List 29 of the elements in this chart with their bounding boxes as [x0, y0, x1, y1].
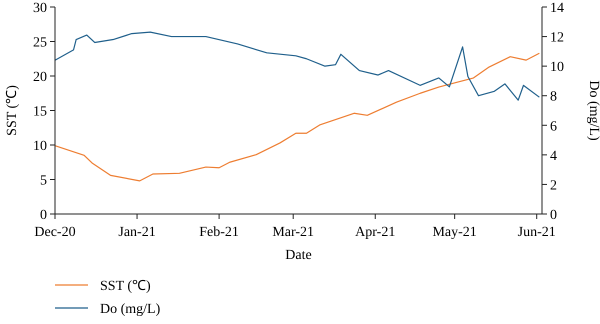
- x-tick-label: Mar-21: [272, 225, 314, 240]
- y-tick-label: 10: [33, 139, 47, 154]
- y2-tick-label: 10: [550, 60, 564, 76]
- legend-label: Do (mg/L): [100, 302, 161, 317]
- line-series: [54, 52, 540, 182]
- x-tick-label: Jun-21: [518, 225, 556, 240]
- y2-tick-label: 2: [550, 178, 557, 194]
- y-tick-label: 15: [33, 104, 47, 120]
- y-tick-label: 25: [33, 36, 47, 50]
- y-axis-title: SST (℃): [5, 84, 20, 136]
- y-tick-label: 30: [33, 1, 47, 16]
- y2-tick-label: 8: [550, 90, 557, 105]
- legend-label: SST (℃): [100, 279, 152, 294]
- x-tick-label: Apr-21: [355, 225, 396, 240]
- x-tick-label: Dec-20: [34, 225, 76, 240]
- line-series: [54, 32, 540, 101]
- y-tick-label: 5: [40, 174, 47, 188]
- x-tick-label: Feb-21: [199, 225, 239, 240]
- y2-tick-label: 0: [550, 208, 557, 223]
- x-axis-title: Date: [285, 248, 312, 263]
- y2-axis-title: Do (mg/L): [586, 80, 600, 141]
- y2-tick-label: 14: [550, 1, 564, 16]
- x-tick-label: May-21: [432, 225, 477, 240]
- y2-tick-label: 12: [550, 30, 564, 46]
- y-tick-label: 20: [33, 70, 47, 85]
- y-tick-label: 0: [40, 208, 47, 223]
- y2-tick-label: 6: [550, 119, 557, 134]
- x-tick-label: Jan-21: [118, 225, 156, 240]
- y2-tick-label: 4: [550, 148, 557, 164]
